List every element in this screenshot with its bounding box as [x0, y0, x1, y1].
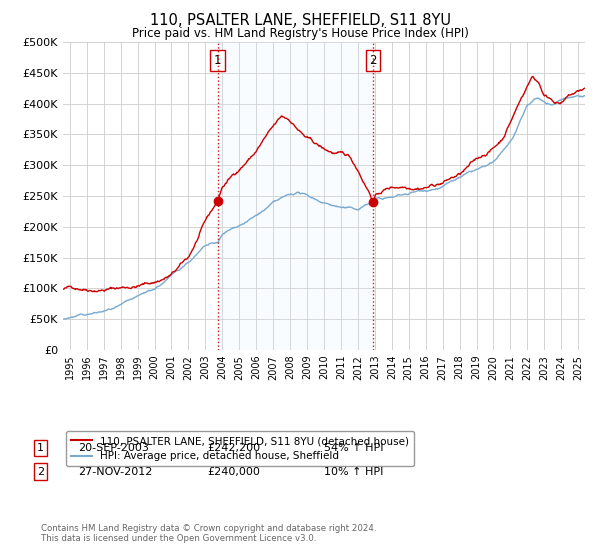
Text: 54% ↑ HPI: 54% ↑ HPI [324, 443, 383, 453]
Text: 2: 2 [37, 466, 44, 477]
Text: £240,000: £240,000 [207, 466, 260, 477]
Text: 1: 1 [37, 443, 44, 453]
Text: 1: 1 [214, 54, 221, 67]
Text: Contains HM Land Registry data © Crown copyright and database right 2024.
This d: Contains HM Land Registry data © Crown c… [41, 524, 376, 543]
Text: 27-NOV-2012: 27-NOV-2012 [78, 466, 152, 477]
Bar [218, 42, 373, 350]
Text: £242,200: £242,200 [207, 443, 260, 453]
Text: 10% ↑ HPI: 10% ↑ HPI [324, 466, 383, 477]
Legend: 110, PSALTER LANE, SHEFFIELD, S11 8YU (detached house), HPI: Average price, deta: 110, PSALTER LANE, SHEFFIELD, S11 8YU (d… [65, 431, 414, 466]
Text: 110, PSALTER LANE, SHEFFIELD, S11 8YU: 110, PSALTER LANE, SHEFFIELD, S11 8YU [149, 13, 451, 28]
Text: 2: 2 [370, 54, 377, 67]
Text: Price paid vs. HM Land Registry's House Price Index (HPI): Price paid vs. HM Land Registry's House … [131, 27, 469, 40]
Text: 20-SEP-2003: 20-SEP-2003 [78, 443, 149, 453]
